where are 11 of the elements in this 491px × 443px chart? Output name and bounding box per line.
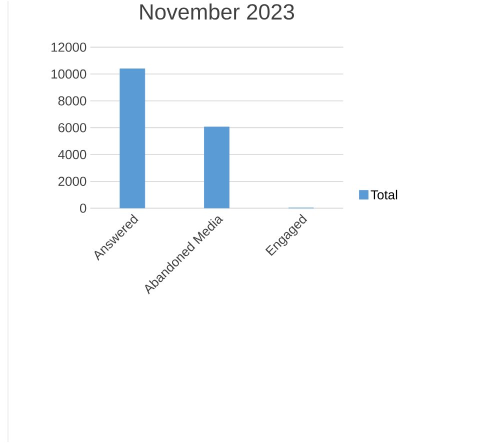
bar bbox=[204, 126, 230, 208]
y-tick-label: 4000 bbox=[58, 150, 86, 160]
y-tick-label: 6000 bbox=[58, 123, 86, 132]
y-tick-label: 10000 bbox=[52, 69, 86, 79]
y-tick-label: 12000 bbox=[52, 42, 86, 52]
y-tick-label: 2000 bbox=[58, 176, 86, 186]
y-tick-label: 0 bbox=[80, 204, 86, 213]
bar bbox=[120, 68, 146, 208]
y-tick-label: 8000 bbox=[58, 96, 86, 106]
legend-label: Total bbox=[370, 190, 398, 200]
chart-title: November 2023 bbox=[140, 4, 294, 20]
